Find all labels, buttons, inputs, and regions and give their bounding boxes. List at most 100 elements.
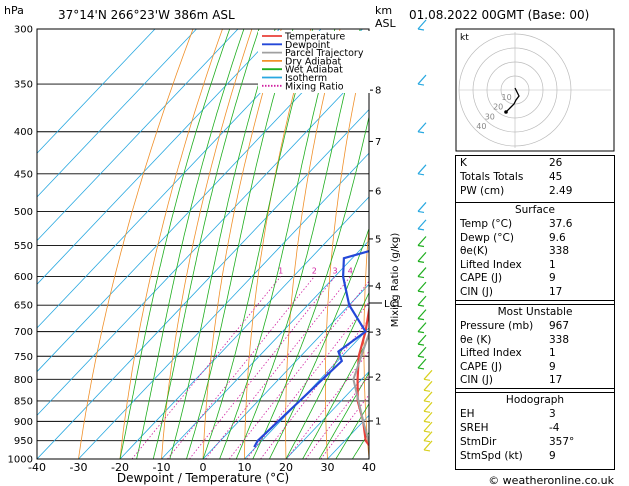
wind-barb-flag	[417, 318, 425, 321]
mixing-ratio-label: 6	[370, 267, 375, 276]
wind-barb	[423, 369, 433, 380]
wet-adiabat-line	[119, 29, 231, 459]
hodograph-index-label: StmDir	[460, 436, 497, 448]
hodograph-ring-label: 30	[485, 112, 495, 121]
mixing-ratio-line	[205, 276, 351, 459]
wet-adiabat-line	[252, 115, 369, 459]
wind-barb	[417, 236, 427, 246]
hodograph-storm-motion	[504, 110, 508, 114]
wet-adiabat-line	[269, 227, 369, 459]
most-unstable-label: Lifted Index	[460, 347, 522, 359]
km-tick-label: 8	[375, 86, 381, 97]
temperature-tick-label: 10	[238, 461, 252, 474]
dry-adiabat-line	[161, 29, 253, 459]
index-label: PW (cm)	[460, 185, 505, 197]
pressure-tick-label: 750	[14, 352, 33, 363]
pressure-tick-label: 950	[14, 436, 33, 447]
location-title: 37°14'N 266°23'W 386m ASL	[58, 8, 235, 22]
wind-barb-flag	[417, 304, 425, 307]
plot-frame	[36, 28, 370, 460]
km-tick-label: 3	[375, 328, 381, 339]
km-tick-label: 5	[375, 234, 381, 245]
pressure-tick-label: 500	[14, 207, 33, 218]
mixing-ratio-line	[228, 280, 369, 459]
pressure-tick-label: 650	[14, 301, 33, 312]
wind-barb	[423, 411, 433, 422]
wind-barb-flag	[423, 389, 431, 392]
index-value: 2.49	[549, 185, 573, 197]
wind-barb	[417, 74, 427, 85]
legend-label: Wet Adiabat	[285, 65, 343, 76]
wind-barb-flag	[417, 260, 425, 263]
hodograph-index-label: EH	[460, 408, 475, 420]
dry-adiabat-line	[78, 29, 194, 459]
wind-barb-flag	[417, 290, 425, 293]
most-unstable-value: 9	[549, 360, 556, 373]
hodograph-box: Hodograph EH 3 SREH -4 StmDir 357° StmSpd (kt)…	[455, 392, 615, 470]
mixing-ratio-label: 4	[348, 267, 353, 276]
km-tick-label: 1	[375, 416, 381, 427]
dry-adiabat-line	[244, 29, 312, 459]
wind-barb-flag	[423, 410, 431, 413]
legend-label: Dry Adiabat	[285, 56, 342, 67]
temperature-tick-label: -40	[28, 461, 46, 474]
lcl-label: LCL	[384, 299, 403, 310]
isotherm-line	[37, 29, 239, 242]
hodograph-ring-label: 40	[476, 122, 486, 131]
wind-barb-flag	[417, 355, 425, 358]
x-axis-title: Dewpoint / Temperature (°C)	[117, 471, 289, 485]
wind-barb-flag	[417, 275, 425, 279]
temperature-tick-label: 0	[200, 461, 207, 474]
legend-label: Mixing Ratio	[285, 81, 344, 92]
surface-value: 37.6	[549, 218, 573, 230]
wind-barb	[417, 281, 427, 292]
copyright: © weatheronline.co.uk	[488, 474, 614, 486]
index-value: 45	[549, 171, 563, 183]
wet-adiabat-line	[285, 291, 369, 459]
mixing-ratio-line	[131, 276, 281, 459]
wind-barb-flag	[417, 210, 425, 214]
wet-adiabat-line	[136, 29, 245, 459]
most-unstable-box: Most Unstable Pressure (mb) 967 θe (K) 338 L…	[455, 304, 615, 389]
hodograph-title: Hodograph	[505, 394, 565, 406]
mixing-ratio-label: 1	[278, 267, 283, 276]
km-label: km	[375, 4, 392, 17]
temperature-tick-label: -20	[111, 461, 129, 474]
isotherm-line	[202, 283, 369, 459]
isotherm-line	[78, 152, 369, 459]
wet-adiabat-line	[186, 29, 294, 459]
surface-label: CAPE (J)	[460, 272, 503, 284]
surface-label: Lifted Index	[460, 258, 522, 271]
most-unstable-value: 17	[549, 374, 563, 386]
wind-barb-flag	[417, 244, 425, 248]
pressure-tick-label: 450	[14, 169, 33, 180]
isotherm-line	[161, 239, 369, 459]
wind-barb-flag	[423, 420, 431, 423]
mixing-ratio-label: 20	[439, 267, 449, 276]
index-label: Totals Totals	[460, 171, 524, 183]
pressure-tick-label: 1000	[8, 455, 33, 466]
surface-box: Surface Temp (°C) 37.6 Dewp (°C) 9.6 θe(K) 33…	[455, 202, 615, 301]
datetime-title: 01.08.2022 00GMT (Base: 00)	[409, 8, 589, 22]
pressure-tick-label: 850	[14, 396, 33, 407]
dry-adiabat-line	[401, 29, 428, 459]
surface-value: 338	[549, 245, 570, 257]
isotherm-line	[37, 108, 369, 459]
temperature-tick-label: -30	[70, 461, 88, 474]
wet-adiabat-line	[219, 29, 336, 459]
most-unstable-value: 967	[549, 320, 570, 332]
most-unstable-label: Pressure (mb)	[460, 320, 534, 332]
hodograph-index-label: SREH	[460, 422, 489, 434]
isotherm-line	[37, 29, 197, 198]
km-tick-label: 6	[375, 186, 381, 197]
mixing-ratio-line	[189, 276, 336, 459]
isotherm-line	[285, 371, 369, 459]
wind-barb	[417, 219, 427, 230]
wind-barb-flag	[417, 228, 425, 231]
wind-barb-flag	[417, 173, 425, 176]
index-label: K	[460, 157, 467, 169]
wind-barb	[417, 267, 427, 277]
mixing-ratio-label: 3	[332, 267, 337, 276]
